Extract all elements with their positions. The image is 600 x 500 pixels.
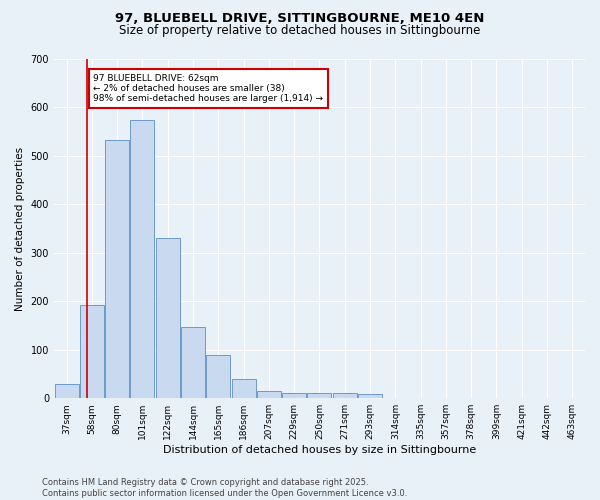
Bar — [333, 394, 357, 398]
Bar — [156, 238, 180, 398]
Text: 97, BLUEBELL DRIVE, SITTINGBOURNE, ME10 4EN: 97, BLUEBELL DRIVE, SITTINGBOURNE, ME10 … — [115, 12, 485, 26]
Bar — [206, 354, 230, 398]
Bar — [282, 394, 306, 398]
Y-axis label: Number of detached properties: Number of detached properties — [15, 146, 25, 310]
Bar — [181, 327, 205, 398]
Bar — [130, 120, 154, 398]
Text: Contains HM Land Registry data © Crown copyright and database right 2025.
Contai: Contains HM Land Registry data © Crown c… — [42, 478, 407, 498]
X-axis label: Distribution of detached houses by size in Sittingbourne: Distribution of detached houses by size … — [163, 445, 476, 455]
Bar — [80, 304, 104, 398]
Bar — [232, 379, 256, 398]
Bar — [105, 140, 129, 398]
Bar — [307, 394, 331, 398]
Text: Size of property relative to detached houses in Sittingbourne: Size of property relative to detached ho… — [119, 24, 481, 37]
Bar — [257, 392, 281, 398]
Bar — [358, 394, 382, 398]
Text: 97 BLUEBELL DRIVE: 62sqm
← 2% of detached houses are smaller (38)
98% of semi-de: 97 BLUEBELL DRIVE: 62sqm ← 2% of detache… — [93, 74, 323, 104]
Bar — [55, 384, 79, 398]
